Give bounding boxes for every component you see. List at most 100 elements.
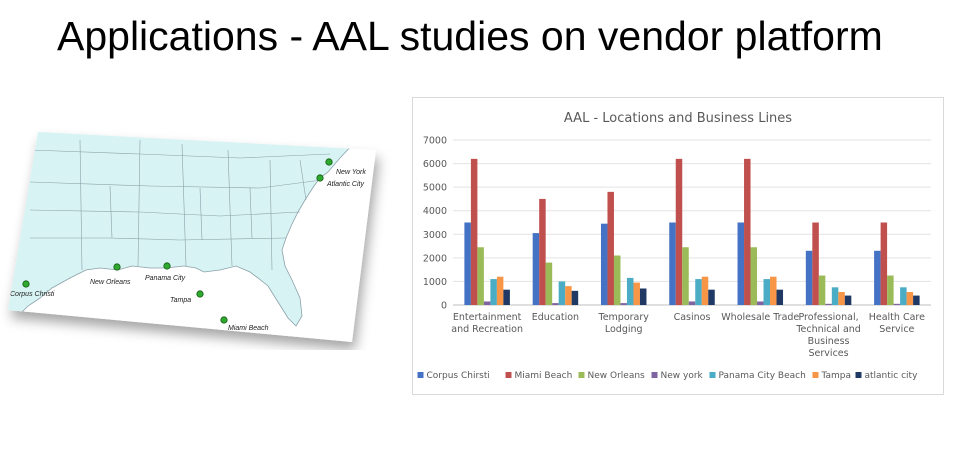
bar [470, 158, 478, 305]
map-label-new-york: New York [336, 169, 366, 176]
map-label-new-orleans: New Orleans [90, 279, 131, 286]
bar [880, 222, 888, 305]
bar [483, 301, 491, 305]
legend-swatch [709, 372, 716, 378]
bar [675, 158, 683, 305]
y-tick-label: 6000 [423, 159, 447, 170]
chart-svg: AAL - Locations and Business Lines 0 1000 2… [417, 111, 931, 381]
y-tick-label: 1000 [423, 277, 447, 288]
bar [831, 287, 839, 305]
city-markers [22, 158, 333, 324]
bar [757, 301, 764, 305]
y-tick-label: 7000 [423, 136, 447, 147]
bar [818, 275, 826, 305]
bar [776, 289, 784, 305]
bar [600, 223, 608, 305]
map-label-panama-city: Panama City [145, 275, 186, 282]
x-tick-label: Professional, [799, 312, 859, 323]
land-area [8, 132, 376, 327]
bar [906, 292, 914, 305]
marker-corpus-christi [22, 280, 30, 288]
x-tick-label: Service [879, 324, 914, 335]
map-label-corpus-christi: Corpus Christi [10, 291, 55, 298]
marker-atlantic-city [316, 174, 324, 182]
chart-title: AAL - Locations and Business Lines [564, 111, 792, 126]
bar [805, 250, 813, 305]
bar [682, 247, 689, 305]
x-tick-label: Entertainment [453, 312, 522, 323]
bar [750, 247, 758, 305]
bar [633, 282, 640, 305]
map-label-miami-beach: Miami Beach [228, 325, 269, 332]
y-tick-label: 0 [441, 301, 447, 312]
x-tick-label: Services [809, 348, 849, 359]
bar [913, 295, 920, 305]
bar [763, 279, 771, 305]
bar [464, 222, 471, 305]
bar [539, 198, 546, 305]
x-tick-label: Health Care [869, 312, 925, 323]
bar [695, 279, 702, 305]
marker-miami-beach [220, 316, 228, 324]
legend-swatch [505, 372, 512, 378]
x-tick-label: Wholesale Trade [721, 312, 799, 323]
x-tick-label: Business [808, 336, 850, 347]
bar [496, 276, 504, 305]
bar [477, 247, 484, 305]
marker-tampa [196, 290, 204, 298]
bar [825, 303, 832, 305]
bar [545, 262, 553, 305]
legend-label: atlantic city [865, 371, 919, 381]
bar [669, 222, 676, 305]
bar [893, 303, 901, 305]
y-tick-label: 5000 [423, 183, 447, 194]
bar [838, 292, 845, 305]
legend-label: Corpus Chirsti [427, 371, 490, 381]
legend-label: Tampa [821, 371, 852, 381]
legend-label: Panama City Beach [719, 371, 806, 381]
marker-panama-city [163, 262, 171, 270]
x-tick-label: and Recreation [451, 324, 523, 335]
y-tick-label: 3000 [423, 230, 447, 241]
x-tick-label: Education [532, 312, 579, 323]
map-label-atlantic-city: Atlantic City [326, 181, 364, 188]
legend-swatch [812, 372, 819, 378]
bar [626, 277, 634, 305]
bar [770, 276, 777, 305]
bar [744, 158, 751, 305]
aal-chart: AAL - Locations and Business Lines 0 1000 2… [412, 97, 944, 395]
bar [887, 275, 894, 305]
x-tick-label: Lodging [605, 324, 643, 335]
east-coast-map: New York Atlantic City New Orleans Panam… [0, 120, 400, 350]
bar [737, 222, 745, 305]
bar [688, 301, 696, 305]
bar [571, 290, 579, 305]
bar [503, 289, 510, 305]
marker-new-orleans [113, 263, 121, 271]
legend-swatch [651, 372, 658, 378]
slide-title: Applications - AAL studies on vendor pla… [57, 13, 883, 59]
map-label-tampa: Tampa [170, 297, 191, 304]
bar [900, 287, 907, 305]
legend-label: New york [661, 371, 704, 381]
x-tick-label: Temporary [598, 312, 650, 323]
legend-swatch [855, 372, 862, 378]
bar [701, 276, 709, 305]
bar [639, 288, 647, 305]
legend-label: Miami Beach [515, 371, 573, 381]
y-tick-label: 2000 [423, 253, 447, 264]
y-tick-label: 4000 [423, 206, 447, 217]
bar [708, 289, 715, 305]
legend-swatch [578, 372, 585, 378]
map-svg: New York Atlantic City New Orleans Panam… [8, 132, 376, 342]
bar [812, 222, 819, 305]
x-tick-label: Casinos [674, 312, 711, 323]
x-tick-label: Technical and [795, 324, 861, 335]
bar [620, 303, 627, 305]
legend-swatch [417, 372, 424, 378]
bar [874, 250, 881, 305]
bar [565, 286, 572, 305]
marker-new-york [325, 158, 333, 166]
legend-label: New Orleans [588, 371, 646, 381]
state-borders [29, 139, 331, 271]
